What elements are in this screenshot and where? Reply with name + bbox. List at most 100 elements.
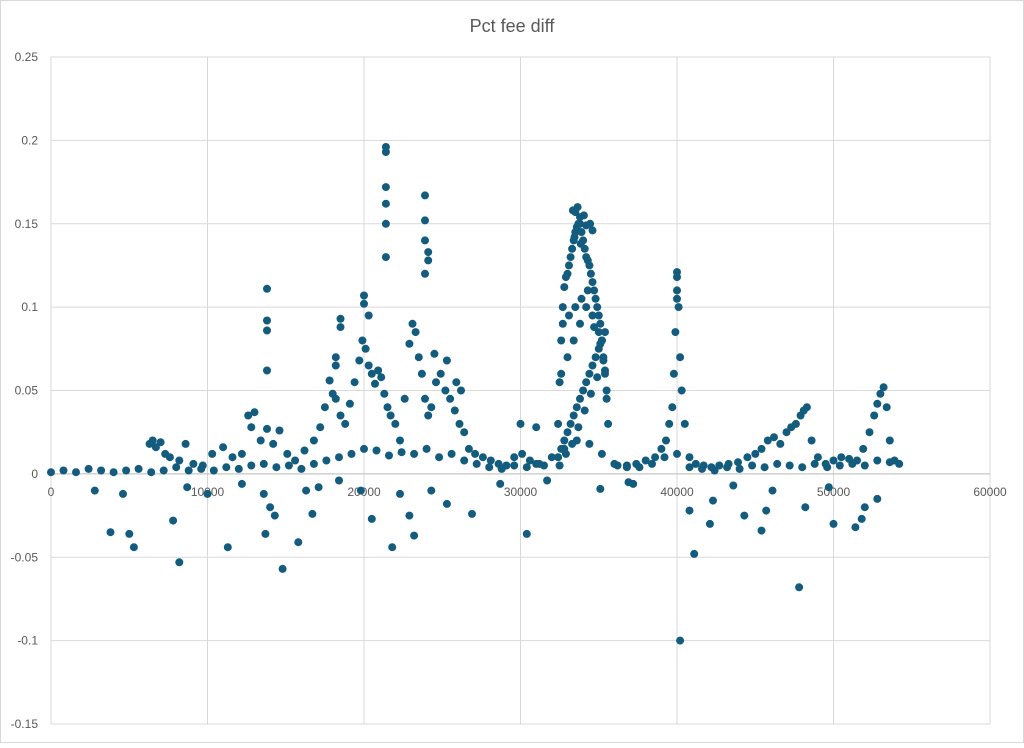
data-point [421, 191, 429, 200]
data-point [795, 583, 804, 592]
data-point [119, 489, 127, 498]
data-point [430, 349, 439, 358]
x-tick-label: 50000 [817, 485, 851, 499]
data-point [576, 219, 584, 228]
data-point [622, 463, 631, 472]
data-point [569, 336, 578, 345]
data-point [234, 464, 243, 473]
data-point [768, 486, 777, 495]
data-point [547, 453, 556, 462]
data-point [676, 636, 685, 645]
data-point [385, 451, 393, 460]
data-point [175, 456, 184, 465]
data-point [309, 436, 318, 445]
data-point [410, 449, 419, 458]
data-point [588, 361, 597, 370]
data-point [582, 221, 591, 230]
data-point [446, 394, 455, 403]
data-point [259, 489, 268, 498]
data-point [263, 366, 271, 375]
data-point [183, 483, 192, 492]
grid-layer [50, 56, 991, 725]
data-point [613, 461, 622, 470]
data-point [582, 303, 591, 312]
data-point [583, 286, 592, 295]
data-point [72, 468, 80, 477]
data-point [540, 461, 548, 470]
data-point [347, 449, 356, 458]
data-point [381, 219, 390, 228]
points-layer [47, 143, 904, 645]
data-point [782, 428, 791, 437]
data-point [84, 464, 93, 473]
data-point [391, 419, 400, 428]
data-point [472, 459, 481, 468]
data-point [673, 449, 681, 458]
data-point [566, 253, 575, 262]
data-point [308, 509, 317, 518]
data-point [350, 378, 359, 387]
data-point [829, 456, 838, 465]
data-point [468, 509, 476, 518]
data-point [563, 428, 572, 437]
data-point [599, 356, 608, 365]
data-point [632, 459, 641, 468]
data-point [59, 466, 68, 475]
data-point [275, 426, 284, 435]
data-point [122, 466, 131, 475]
data-point [421, 394, 429, 403]
data-point [829, 519, 838, 528]
data-point [853, 456, 861, 465]
data-point [341, 419, 350, 428]
data-point [673, 273, 681, 282]
data-point [134, 464, 143, 473]
data-point [259, 459, 268, 468]
data-point [724, 459, 733, 468]
data-point [624, 478, 633, 487]
data-point [228, 453, 237, 462]
data-point [685, 463, 694, 472]
data-point [532, 459, 541, 468]
data-point [882, 403, 891, 412]
data-point [651, 453, 660, 462]
data-point [284, 461, 293, 470]
data-point [594, 328, 603, 337]
data-point [261, 529, 270, 538]
data-point [662, 436, 670, 445]
data-point [496, 479, 505, 488]
data-point [557, 369, 566, 378]
y-tick-label: -0.15 [11, 717, 39, 731]
data-point [677, 386, 686, 395]
data-point [641, 456, 650, 465]
data-point [810, 459, 819, 468]
data-point [320, 403, 329, 412]
data-point [223, 543, 232, 552]
data-point [522, 463, 531, 472]
y-tick-label: -0.1 [17, 634, 38, 648]
data-point [189, 459, 198, 468]
data-point [386, 411, 395, 420]
data-point [358, 336, 367, 345]
data-point [757, 444, 766, 453]
data-point [175, 558, 184, 567]
data-point [156, 438, 165, 447]
data-point [331, 361, 340, 370]
data-point [558, 319, 567, 328]
data-point [208, 449, 217, 458]
data-point [691, 459, 700, 468]
data-point [397, 448, 406, 457]
data-point [590, 323, 599, 332]
data-point [247, 461, 256, 470]
data-point [424, 411, 433, 420]
data-point [798, 463, 807, 472]
data-point [857, 514, 866, 523]
data-point [129, 543, 138, 552]
data-point [602, 394, 611, 403]
data-point [181, 439, 190, 448]
data-point [837, 453, 846, 462]
data-point [247, 423, 256, 432]
data-point [593, 303, 602, 312]
data-point [601, 328, 609, 337]
data-point [297, 464, 306, 473]
